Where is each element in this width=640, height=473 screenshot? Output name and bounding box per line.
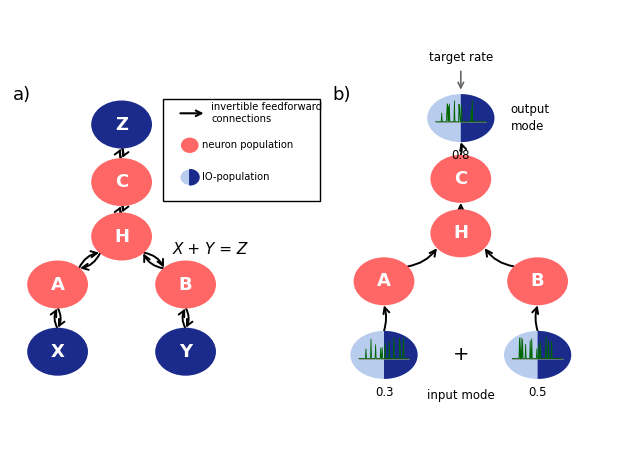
Polygon shape — [538, 331, 571, 379]
Polygon shape — [189, 170, 199, 185]
FancyArrowPatch shape — [408, 250, 436, 266]
Ellipse shape — [27, 261, 88, 308]
Text: H: H — [114, 228, 129, 245]
FancyArrowPatch shape — [144, 253, 163, 266]
Text: 0.5: 0.5 — [529, 386, 547, 399]
Text: A: A — [377, 272, 391, 290]
Ellipse shape — [27, 328, 88, 376]
Text: output
mode: output mode — [511, 103, 550, 133]
Ellipse shape — [431, 209, 492, 257]
FancyArrowPatch shape — [115, 208, 121, 215]
FancyArrowPatch shape — [122, 204, 129, 210]
FancyArrowPatch shape — [79, 251, 97, 268]
FancyArrowPatch shape — [532, 307, 538, 331]
FancyArrowPatch shape — [179, 310, 185, 328]
Text: A: A — [51, 275, 65, 294]
Ellipse shape — [351, 331, 418, 379]
Text: b): b) — [333, 86, 351, 104]
Text: +: + — [452, 345, 469, 364]
Text: invertible feedforward
connections: invertible feedforward connections — [211, 102, 323, 124]
Ellipse shape — [428, 94, 495, 142]
FancyArrowPatch shape — [486, 250, 514, 266]
Ellipse shape — [180, 170, 199, 185]
Text: X + Y = Z: X + Y = Z — [173, 242, 248, 257]
FancyArrowPatch shape — [186, 308, 193, 326]
Text: H: H — [453, 224, 468, 242]
Ellipse shape — [91, 212, 152, 261]
Ellipse shape — [508, 257, 568, 305]
Ellipse shape — [91, 100, 152, 149]
Text: a): a) — [13, 86, 31, 104]
Text: B: B — [531, 272, 545, 290]
FancyArrowPatch shape — [82, 254, 100, 270]
FancyArrowPatch shape — [144, 255, 163, 268]
Ellipse shape — [431, 155, 492, 203]
Polygon shape — [461, 94, 494, 142]
FancyArrowPatch shape — [383, 307, 389, 331]
FancyArrowPatch shape — [460, 144, 466, 155]
Ellipse shape — [91, 158, 152, 206]
Text: target rate: target rate — [429, 51, 493, 64]
Polygon shape — [384, 331, 417, 379]
Text: Z: Z — [115, 115, 128, 133]
Text: C: C — [115, 173, 128, 191]
Ellipse shape — [155, 328, 216, 376]
Text: neuron population: neuron population — [202, 140, 293, 150]
FancyArrowPatch shape — [122, 149, 129, 156]
Text: Y: Y — [179, 343, 192, 361]
Text: input mode: input mode — [427, 388, 495, 402]
Text: IO-population: IO-population — [202, 172, 269, 182]
Ellipse shape — [181, 138, 198, 153]
Text: X: X — [51, 343, 65, 361]
FancyArrowPatch shape — [115, 150, 121, 158]
FancyArrowPatch shape — [58, 308, 65, 326]
FancyArrowPatch shape — [51, 310, 57, 328]
FancyArrowPatch shape — [458, 205, 464, 211]
Text: C: C — [454, 170, 467, 188]
Text: B: B — [179, 275, 193, 294]
Text: 0.3: 0.3 — [375, 386, 393, 399]
FancyBboxPatch shape — [163, 99, 320, 201]
Ellipse shape — [155, 261, 216, 308]
Ellipse shape — [504, 331, 572, 379]
Text: 0.8: 0.8 — [452, 149, 470, 162]
Ellipse shape — [354, 257, 415, 305]
